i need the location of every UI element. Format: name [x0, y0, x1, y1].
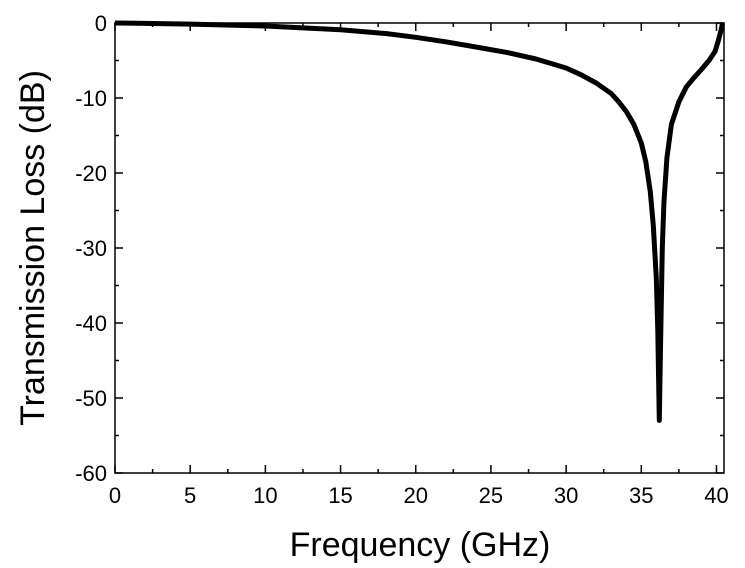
y-tick-label: -50 — [75, 386, 107, 411]
x-tick-label: 35 — [629, 483, 653, 508]
y-tick-label: -40 — [75, 311, 107, 336]
y-axis-title: Transmission Loss (dB) — [14, 70, 52, 426]
x-tick-label: 0 — [109, 483, 121, 508]
x-axis-tick-labels: 0 5 10 15 20 25 30 35 40 — [109, 483, 729, 508]
x-tick-label: 10 — [253, 483, 277, 508]
x-tick-label: 40 — [704, 483, 728, 508]
y-tick-label: -60 — [75, 461, 107, 486]
y-tick-label: 0 — [95, 11, 107, 36]
x-tick-label: 5 — [184, 483, 196, 508]
x-tick-label: 30 — [554, 483, 578, 508]
x-tick-label: 15 — [328, 483, 352, 508]
x-axis-title: Frequency (GHz) — [290, 526, 551, 564]
y-axis-ticks — [115, 22, 724, 474]
y-tick-label: -30 — [75, 236, 107, 261]
y-tick-label: -20 — [75, 161, 107, 186]
y-axis-tick-labels: 0 -10 -20 -30 -40 -50 -60 — [75, 11, 107, 486]
y-tick-label: -10 — [75, 86, 107, 111]
transmission-loss-line — [114, 20, 725, 423]
x-tick-label: 25 — [479, 483, 503, 508]
x-axis-ticks — [114, 23, 718, 473]
plot-frame — [114, 22, 725, 474]
x-tick-label: 20 — [403, 483, 427, 508]
